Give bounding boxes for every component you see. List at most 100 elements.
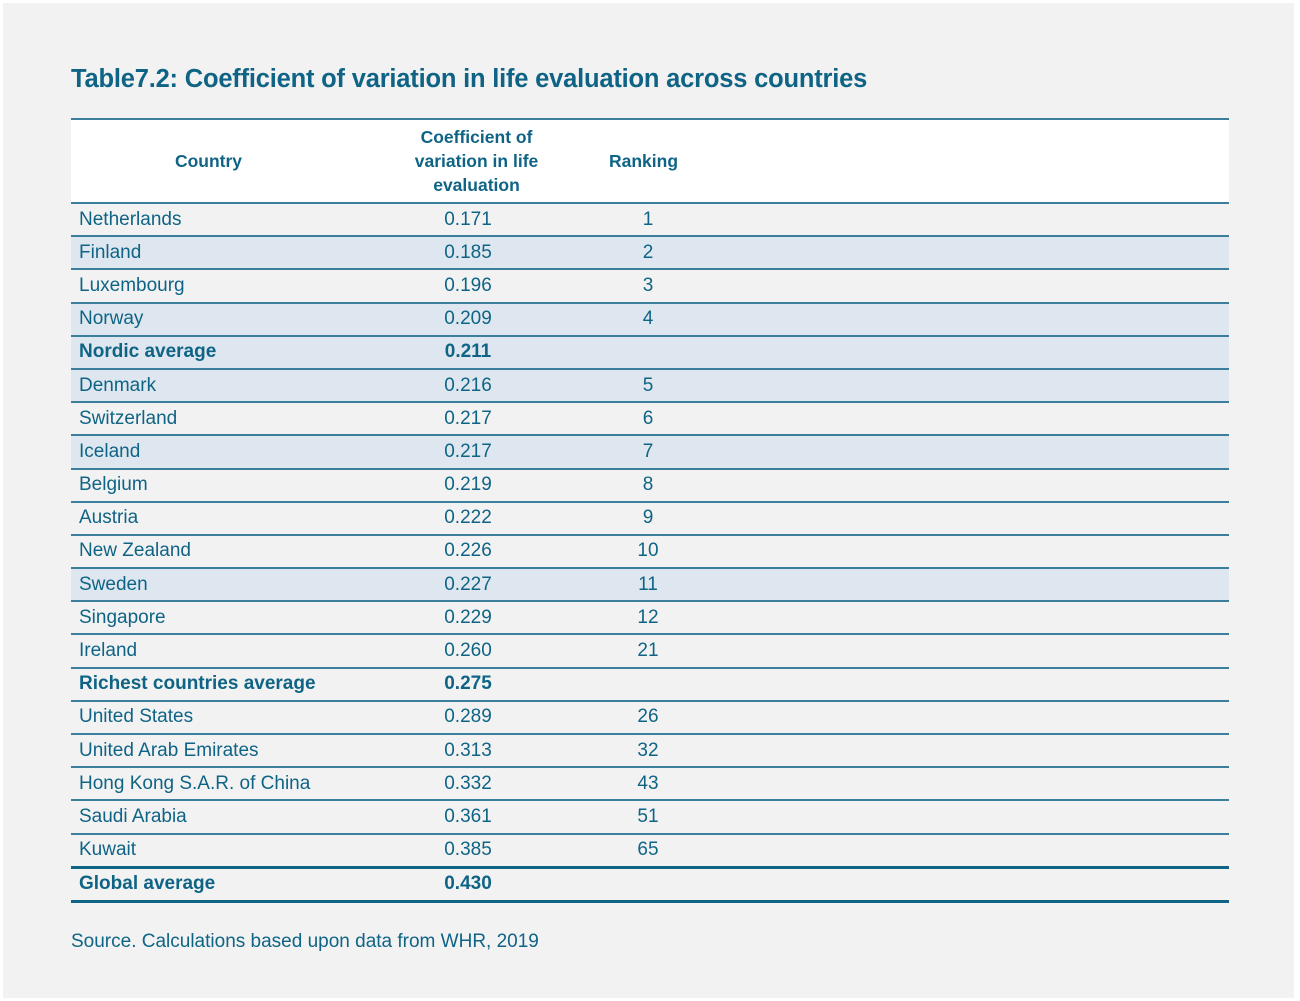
table-row: Switzerland 0.217 6: [71, 402, 1229, 437]
table-row: Denmark 0.216 5: [71, 368, 1229, 404]
cell-empty: [689, 634, 1229, 669]
cell-cv: 0.227: [346, 568, 607, 603]
cell-cv: 0.217: [346, 435, 607, 470]
cell-country: Hong Kong S.A.R. of China: [71, 767, 346, 802]
cell-cv: 0.185: [346, 236, 607, 271]
cell-cv: 0.171: [346, 203, 607, 238]
cell-empty: [689, 568, 1229, 603]
cell-empty: [689, 501, 1229, 536]
cell-rank: 1: [607, 203, 689, 238]
cell-country: Sweden: [71, 568, 346, 603]
global-average-row: Global average 0.430: [71, 865, 1229, 903]
cell-rank: 9: [607, 501, 689, 536]
cell-rank: 2: [607, 236, 689, 271]
cell-country: Richest countries average: [71, 667, 346, 702]
table-row: Richest countries average 0.275: [71, 667, 1229, 702]
cell-rank: 32: [607, 734, 689, 769]
cell-empty: [689, 667, 1229, 702]
cell-country: Iceland: [71, 435, 346, 470]
cell-empty: [689, 203, 1229, 238]
cell-empty: [689, 534, 1229, 570]
table-row: New Zealand 0.226 10: [71, 534, 1229, 570]
cell-empty: [689, 833, 1229, 869]
cell-country: Ireland: [71, 634, 346, 669]
cell-rank: 12: [607, 601, 689, 636]
cell-rank: 65: [607, 833, 689, 869]
cell-cv: 0.209: [346, 302, 607, 337]
cell-rank: 7: [607, 435, 689, 470]
cell-country: New Zealand: [71, 534, 346, 570]
cell-cv: 0.332: [346, 767, 607, 802]
table-row: Norway 0.209 4: [71, 302, 1229, 337]
table-row: United Arab Emirates 0.313 32: [71, 734, 1229, 769]
table-row: Luxembourg 0.196 3: [71, 269, 1229, 304]
table-row: Kuwait 0.385 65: [71, 833, 1229, 869]
cell-empty: [689, 368, 1229, 404]
cell-country: Denmark: [71, 368, 346, 404]
cell-country: United States: [71, 700, 346, 736]
cell-rank: 4: [607, 302, 689, 337]
cell-cv: 0.361: [346, 800, 607, 835]
cell-empty: [689, 236, 1229, 271]
cell-cv: 0.289: [346, 700, 607, 736]
cell-cv: 0.229: [346, 601, 607, 636]
cell-country: Global average: [71, 865, 346, 903]
header-ranking: Ranking: [609, 151, 679, 171]
cell-country: Finland: [71, 236, 346, 271]
cell-rank: 51: [607, 800, 689, 835]
cell-cv: 0.313: [346, 734, 607, 769]
cell-rank: [607, 667, 689, 702]
cell-rank: 5: [607, 368, 689, 404]
cell-rank: 43: [607, 767, 689, 802]
header-empty: [689, 119, 1229, 203]
table-row: Hong Kong S.A.R. of China 0.332 43: [71, 767, 1229, 802]
cell-empty: [689, 335, 1229, 370]
cell-country: Netherlands: [71, 203, 346, 238]
cell-country: Belgium: [71, 468, 346, 503]
table-row: Netherlands 0.171 1: [71, 203, 1229, 238]
cell-empty: [689, 734, 1229, 769]
cell-cv: 0.260: [346, 634, 607, 669]
cell-rank: 8: [607, 468, 689, 503]
cell-cv: 0.211: [346, 335, 607, 370]
cell-country: Switzerland: [71, 402, 346, 437]
cell-rank: 6: [607, 402, 689, 437]
table-body: Netherlands 0.171 1 Finland 0.185 2 Luxembourg…: [71, 203, 1229, 869]
data-table: Country Coefficient of variation in life…: [71, 118, 1229, 903]
cell-empty: [689, 269, 1229, 304]
cell-rank: 21: [607, 634, 689, 669]
cell-cv: 0.219: [346, 468, 607, 503]
table-row: Singapore 0.229 12: [71, 601, 1229, 636]
cell-cv: 0.217: [346, 402, 607, 437]
cell-empty: [689, 468, 1229, 503]
source-note: Source. Calculations based upon data fro…: [71, 931, 539, 952]
cell-cv: 0.385: [346, 833, 607, 869]
cell-empty: [689, 435, 1229, 470]
table-row: Belgium 0.219 8: [71, 468, 1229, 503]
cell-country: Nordic average: [71, 335, 346, 370]
cell-rank: [607, 335, 689, 370]
cell-empty: [689, 700, 1229, 736]
header-country: Country: [174, 151, 243, 171]
table-header-row: Country Coefficient of variation in life…: [71, 119, 1229, 203]
cell-empty: [689, 302, 1229, 337]
cell-cv: 0.430: [346, 865, 607, 903]
cell-empty: [689, 402, 1229, 437]
cell-country: Singapore: [71, 601, 346, 636]
cell-empty: [689, 767, 1229, 802]
cell-country: Luxembourg: [71, 269, 346, 304]
cell-country: United Arab Emirates: [71, 734, 346, 769]
cell-rank: [607, 865, 689, 903]
cell-rank: 26: [607, 700, 689, 736]
cell-cv: 0.196: [346, 269, 607, 304]
cell-cv: 0.275: [346, 667, 607, 702]
table-row: Ireland 0.260 21: [71, 634, 1229, 669]
cell-rank: 11: [607, 568, 689, 603]
table-row: United States 0.289 26: [71, 700, 1229, 736]
cell-country: Kuwait: [71, 833, 346, 869]
cell-cv: 0.216: [346, 368, 607, 404]
table-row: Saudi Arabia 0.361 51: [71, 800, 1229, 835]
table-row: Sweden 0.227 11: [71, 568, 1229, 603]
page: Table7.2: Coefficient of variation in li…: [3, 3, 1294, 998]
cell-rank: 3: [607, 269, 689, 304]
